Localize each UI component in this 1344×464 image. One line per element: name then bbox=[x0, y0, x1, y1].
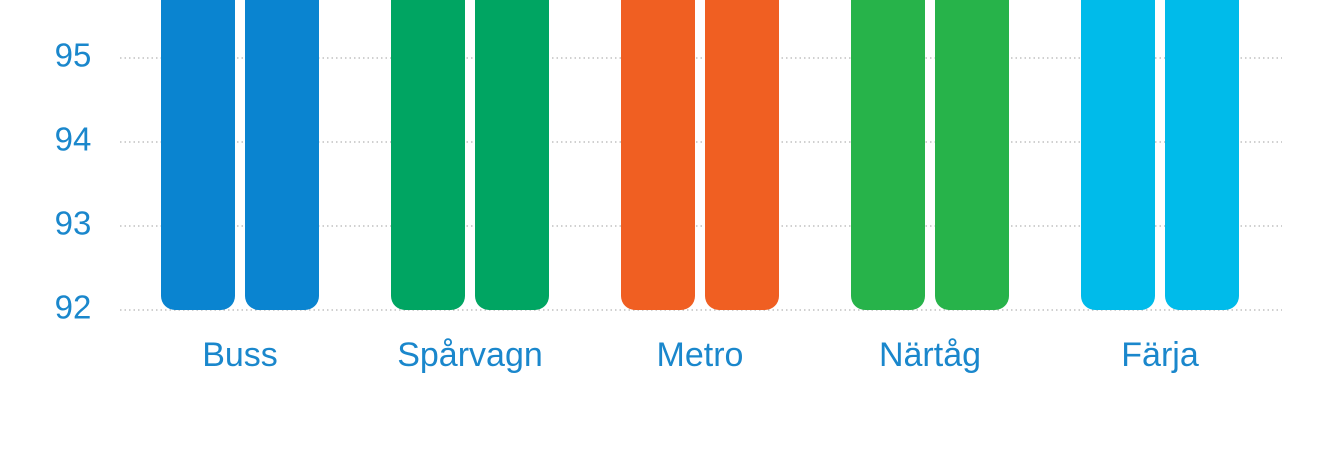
y-tick-label: 94 bbox=[55, 121, 92, 158]
bar bbox=[621, 0, 695, 310]
x-tick-label: Färja bbox=[1121, 336, 1199, 374]
bar bbox=[705, 0, 779, 310]
x-tick-label: Spårvagn bbox=[397, 336, 543, 374]
bar bbox=[1165, 0, 1239, 310]
y-tick-label: 95 bbox=[55, 37, 92, 74]
x-tick-label: Buss bbox=[202, 336, 278, 374]
bar bbox=[1081, 0, 1155, 310]
bar bbox=[245, 0, 319, 310]
x-tick-label: Närtåg bbox=[879, 336, 981, 374]
bar bbox=[475, 0, 549, 310]
y-tick-label: 92 bbox=[55, 289, 92, 326]
bar bbox=[935, 0, 1009, 310]
bar bbox=[161, 0, 235, 310]
bar bbox=[391, 0, 465, 310]
y-tick-label: 93 bbox=[55, 205, 92, 242]
bar bbox=[851, 0, 925, 310]
x-tick-label: Metro bbox=[657, 336, 744, 374]
bars bbox=[161, 0, 1239, 310]
